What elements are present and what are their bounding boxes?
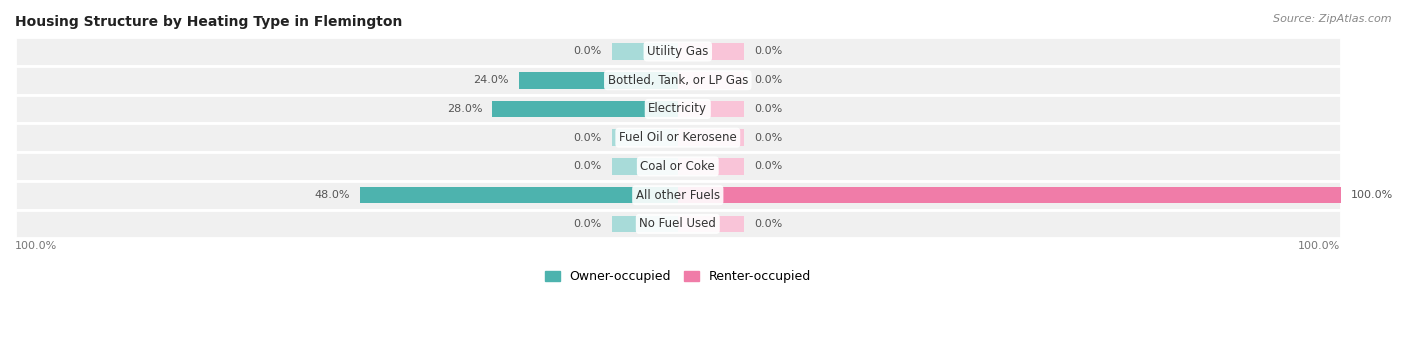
Text: 28.0%: 28.0%: [447, 104, 482, 114]
Text: Utility Gas: Utility Gas: [647, 45, 709, 58]
Text: 100.0%: 100.0%: [15, 240, 58, 251]
Text: 0.0%: 0.0%: [754, 219, 782, 229]
Bar: [678, 216, 744, 232]
Bar: [612, 129, 678, 146]
Text: 0.0%: 0.0%: [574, 161, 602, 172]
Text: 0.0%: 0.0%: [574, 46, 602, 57]
Legend: Owner-occupied, Renter-occupied: Owner-occupied, Renter-occupied: [540, 265, 815, 288]
Bar: [15, 181, 1340, 209]
Text: All other Fuels: All other Fuels: [636, 189, 720, 202]
Bar: [678, 72, 744, 89]
Text: Bottled, Tank, or LP Gas: Bottled, Tank, or LP Gas: [607, 74, 748, 87]
Bar: [678, 43, 744, 60]
Bar: [519, 72, 678, 89]
Text: 48.0%: 48.0%: [314, 190, 350, 200]
Bar: [492, 101, 678, 117]
Text: 0.0%: 0.0%: [754, 46, 782, 57]
Text: 0.0%: 0.0%: [754, 75, 782, 85]
Text: 0.0%: 0.0%: [574, 219, 602, 229]
Bar: [15, 209, 1340, 238]
Text: 0.0%: 0.0%: [754, 161, 782, 172]
Text: Source: ZipAtlas.com: Source: ZipAtlas.com: [1274, 14, 1392, 24]
Text: 0.0%: 0.0%: [754, 133, 782, 143]
Text: 0.0%: 0.0%: [574, 133, 602, 143]
Bar: [612, 158, 678, 175]
Bar: [678, 187, 1340, 204]
Text: 24.0%: 24.0%: [474, 75, 509, 85]
Text: Fuel Oil or Kerosene: Fuel Oil or Kerosene: [619, 131, 737, 144]
Bar: [678, 158, 744, 175]
Text: Coal or Coke: Coal or Coke: [640, 160, 716, 173]
Text: Electricity: Electricity: [648, 102, 707, 116]
Bar: [612, 216, 678, 232]
Bar: [15, 37, 1340, 66]
Bar: [678, 101, 744, 117]
Bar: [15, 123, 1340, 152]
Bar: [360, 187, 678, 204]
Text: Housing Structure by Heating Type in Flemington: Housing Structure by Heating Type in Fle…: [15, 15, 402, 29]
Text: No Fuel Used: No Fuel Used: [640, 218, 716, 231]
Bar: [15, 152, 1340, 181]
Text: 0.0%: 0.0%: [754, 104, 782, 114]
Bar: [15, 94, 1340, 123]
Text: 100.0%: 100.0%: [1298, 240, 1340, 251]
Bar: [612, 43, 678, 60]
Bar: [678, 129, 744, 146]
Text: 100.0%: 100.0%: [1351, 190, 1393, 200]
Bar: [15, 66, 1340, 94]
